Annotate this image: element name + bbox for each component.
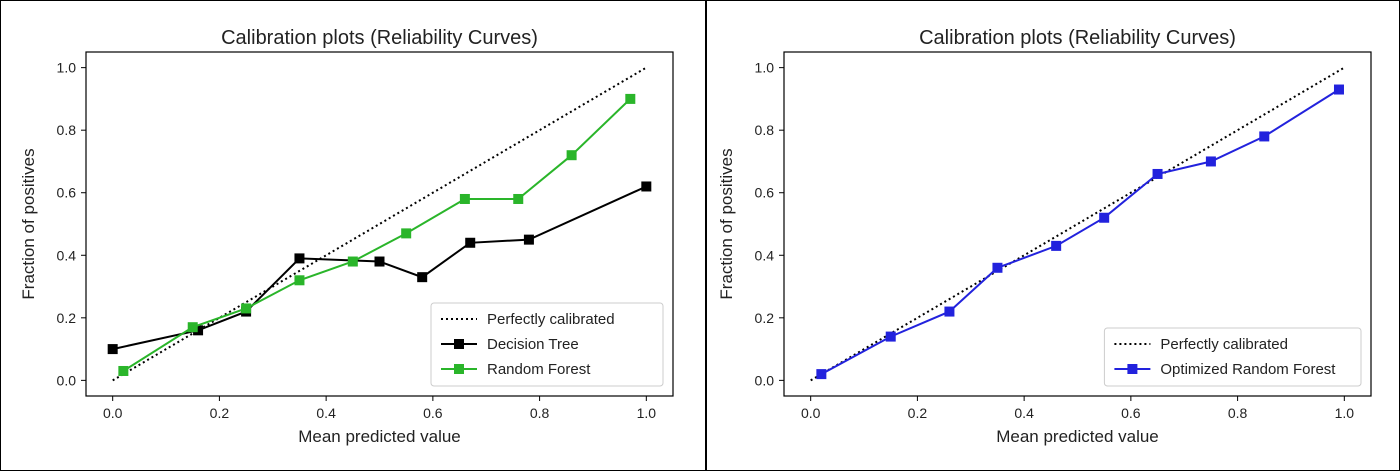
data-point (294, 253, 305, 264)
plot-area-frame (783, 51, 1372, 397)
y-axis-label: Fraction of positives (717, 148, 736, 299)
legend-marker (454, 364, 464, 374)
x-axis-label: Mean predicted value (996, 427, 1159, 446)
x-tick-label: 0.0 (801, 405, 821, 421)
data-point (459, 193, 470, 204)
data-point (1051, 240, 1062, 251)
y-axis-label: Fraction of positives (19, 148, 38, 299)
y-tick-label: 1.0 (755, 60, 775, 76)
x-tick-label: 0.2 (210, 405, 230, 421)
legend: Perfectly calibrated Optimized Random For… (1103, 327, 1362, 387)
x-tick-label: 1.0 (1335, 405, 1355, 421)
data-point (513, 193, 524, 204)
y-tick-label: 0.8 (57, 122, 77, 138)
data-point (566, 150, 577, 161)
data-point (241, 303, 252, 314)
data-point (885, 331, 896, 342)
series-line-1 (810, 66, 1345, 382)
data-point (944, 306, 955, 317)
data-point (625, 93, 636, 104)
legend-label: Perfectly calibrated (487, 311, 615, 328)
legend-marker (1127, 364, 1138, 374)
data-point (1152, 168, 1163, 179)
x-tick-label: 0.8 (1228, 405, 1248, 421)
data-point (374, 256, 385, 267)
y-tick-label: 1.0 (57, 60, 77, 76)
data-point (193, 325, 204, 336)
data-point (816, 369, 827, 380)
x-tick-label: 0.2 (908, 405, 928, 421)
legend-marker (454, 339, 464, 349)
legend-label: Random Forest (487, 361, 591, 378)
x-tick-label: 0.0 (103, 405, 123, 421)
y-tick-label: 0.4 (57, 247, 77, 263)
chart-title: Calibration plots (Reliability Curves) (221, 27, 538, 49)
legend-label: Optimized Random Forest (1160, 361, 1336, 378)
data-point (641, 181, 652, 192)
data-point (1259, 131, 1270, 142)
y-tick-label: 0.4 (755, 247, 775, 263)
y-tick-label: 0.6 (57, 185, 77, 201)
series-line-1 (112, 66, 647, 382)
x-tick-label: 0.6 (423, 405, 443, 421)
data-point (294, 275, 305, 286)
data-point (417, 272, 428, 283)
data-point (523, 234, 534, 245)
y-tick-label: 0.2 (755, 310, 775, 326)
chart-title: Calibration plots (Reliability Curves) (919, 27, 1236, 49)
x-tick-label: 0.4 (1014, 405, 1034, 421)
y-tick-label: 0.0 (755, 372, 775, 388)
y-tick-label: 0.6 (755, 185, 775, 201)
legend-label: Perfectly calibrated (1160, 336, 1288, 353)
legend: Perfectly calibrated Decision Tree Random … (430, 302, 664, 387)
y-tick-label: 0.2 (57, 310, 77, 326)
data-point (118, 365, 129, 376)
x-tick-label: 1.0 (637, 405, 657, 421)
chart-panel-1: Calibration plots (Reliability Curves) 0.… (19, 27, 674, 446)
x-tick-label: 0.6 (1121, 405, 1141, 421)
series-line-3 (122, 98, 631, 372)
data-point (187, 322, 198, 333)
y-tick-label: 0.0 (57, 372, 77, 388)
series-line-2 (820, 88, 1340, 375)
data-point (347, 256, 358, 267)
data-point (465, 237, 476, 248)
data-point (1333, 84, 1344, 95)
x-axis-label: Mean predicted value (298, 427, 461, 446)
x-tick-label: 0.8 (530, 405, 550, 421)
data-point (401, 228, 412, 239)
data-point (1099, 212, 1110, 223)
chart-panel-2: Calibration plots (Reliability Curves) 0.… (717, 27, 1372, 446)
y-tick-label: 0.8 (755, 122, 775, 138)
x-tick-label: 0.4 (316, 405, 336, 421)
legend-label: Decision Tree (487, 336, 579, 353)
data-point (992, 262, 1003, 273)
data-point (1205, 156, 1216, 167)
legend-box (430, 302, 664, 387)
data-point (107, 344, 118, 355)
legend-box (1103, 327, 1362, 387)
plot-area-frame (85, 51, 674, 397)
